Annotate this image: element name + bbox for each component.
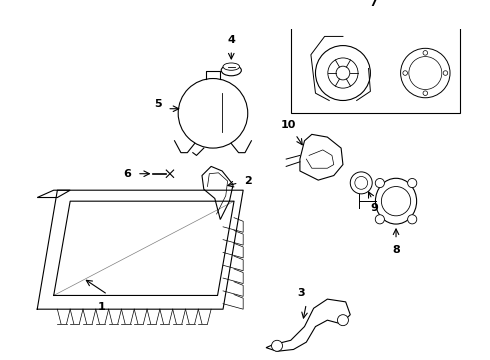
- Ellipse shape: [221, 65, 242, 76]
- Circle shape: [443, 71, 448, 75]
- Text: 2: 2: [244, 176, 252, 186]
- Text: 6: 6: [123, 169, 131, 179]
- Circle shape: [408, 179, 417, 188]
- Circle shape: [408, 215, 417, 224]
- Polygon shape: [37, 190, 70, 198]
- Ellipse shape: [375, 178, 416, 224]
- Circle shape: [401, 48, 450, 98]
- Text: 9: 9: [370, 203, 378, 213]
- Circle shape: [336, 66, 350, 80]
- Circle shape: [328, 58, 358, 88]
- Circle shape: [178, 78, 248, 148]
- Text: 4: 4: [227, 35, 235, 45]
- Ellipse shape: [223, 63, 240, 70]
- Text: 10: 10: [280, 120, 295, 130]
- Circle shape: [423, 51, 428, 55]
- Circle shape: [271, 340, 283, 351]
- Circle shape: [423, 91, 428, 95]
- Circle shape: [355, 176, 368, 189]
- Circle shape: [338, 315, 348, 326]
- Circle shape: [375, 179, 385, 188]
- Circle shape: [316, 46, 370, 100]
- Text: 8: 8: [392, 245, 400, 255]
- Circle shape: [409, 57, 442, 90]
- Text: 1: 1: [98, 302, 105, 312]
- Polygon shape: [300, 134, 343, 180]
- Text: 7: 7: [369, 0, 377, 8]
- Circle shape: [375, 215, 385, 224]
- Polygon shape: [202, 166, 233, 220]
- Text: 3: 3: [297, 288, 305, 298]
- Bar: [291, 26, 460, 113]
- Polygon shape: [266, 299, 350, 351]
- Circle shape: [350, 172, 372, 194]
- Circle shape: [403, 71, 408, 75]
- Text: 5: 5: [154, 99, 162, 109]
- Circle shape: [381, 186, 411, 216]
